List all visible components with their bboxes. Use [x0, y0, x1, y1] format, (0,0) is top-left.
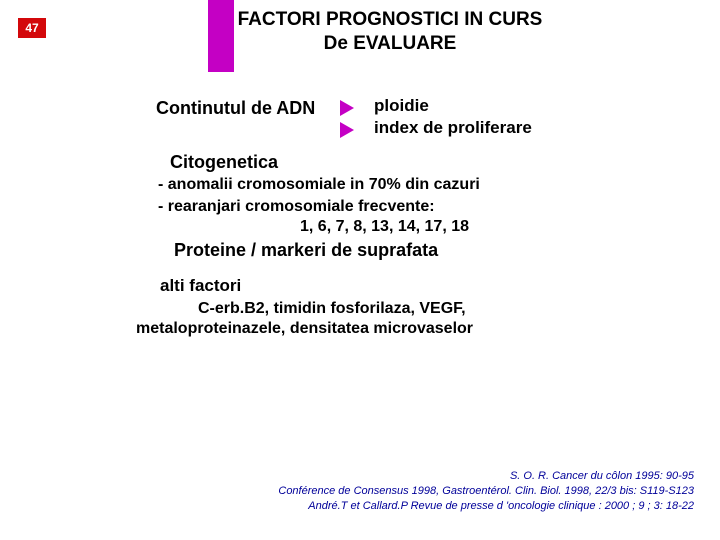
section3-heading: Proteine / markeri de suprafata — [174, 240, 438, 261]
section2-text: - rearanjari cromosomiale frecvente: — [158, 198, 435, 216]
page-title: FACTORI PROGNOSTICI IN CURS De EVALUARE — [210, 8, 570, 56]
section4-text: C-erb.B2, timidin fosforilaza, VEGF, — [198, 300, 466, 318]
section4-heading: alti factori — [160, 276, 241, 296]
reference-line: Conférence de Consensus 1998, Gastroenté… — [278, 484, 694, 499]
title-line2: De EVALUARE — [324, 33, 457, 54]
section4-text: metaloproteinazele, densitatea microvase… — [136, 320, 473, 338]
title-line1: FACTORI PROGNOSTICI IN CURS — [238, 9, 543, 30]
triangle-bullet-icon — [340, 100, 354, 116]
references-block: S. O. R. Cancer du côlon 1995: 90-95 Con… — [278, 469, 694, 514]
section1-heading: Continutul de ADN — [156, 98, 315, 119]
section2-text: 1, 6, 7, 8, 13, 14, 17, 18 — [300, 218, 469, 236]
section2-text: - anomalii cromosomiale in 70% din cazur… — [158, 176, 480, 194]
reference-line: André.T et Callard.P Revue de presse d '… — [278, 499, 694, 514]
triangle-bullet-icon — [340, 122, 354, 138]
section2-heading: Citogenetica — [170, 152, 278, 173]
slide-number-badge: 47 — [18, 18, 46, 38]
reference-line: S. O. R. Cancer du côlon 1995: 90-95 — [278, 469, 694, 484]
section1-item: index de proliferare — [374, 118, 532, 138]
section1-item: ploidie — [374, 96, 429, 116]
